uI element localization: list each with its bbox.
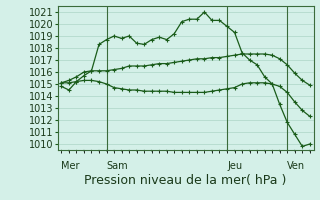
Text: Sam: Sam — [107, 161, 128, 171]
X-axis label: Pression niveau de la mer( hPa ): Pression niveau de la mer( hPa ) — [84, 174, 287, 187]
Text: Jeu: Jeu — [227, 161, 242, 171]
Text: Mer: Mer — [61, 161, 80, 171]
Text: Ven: Ven — [287, 161, 305, 171]
